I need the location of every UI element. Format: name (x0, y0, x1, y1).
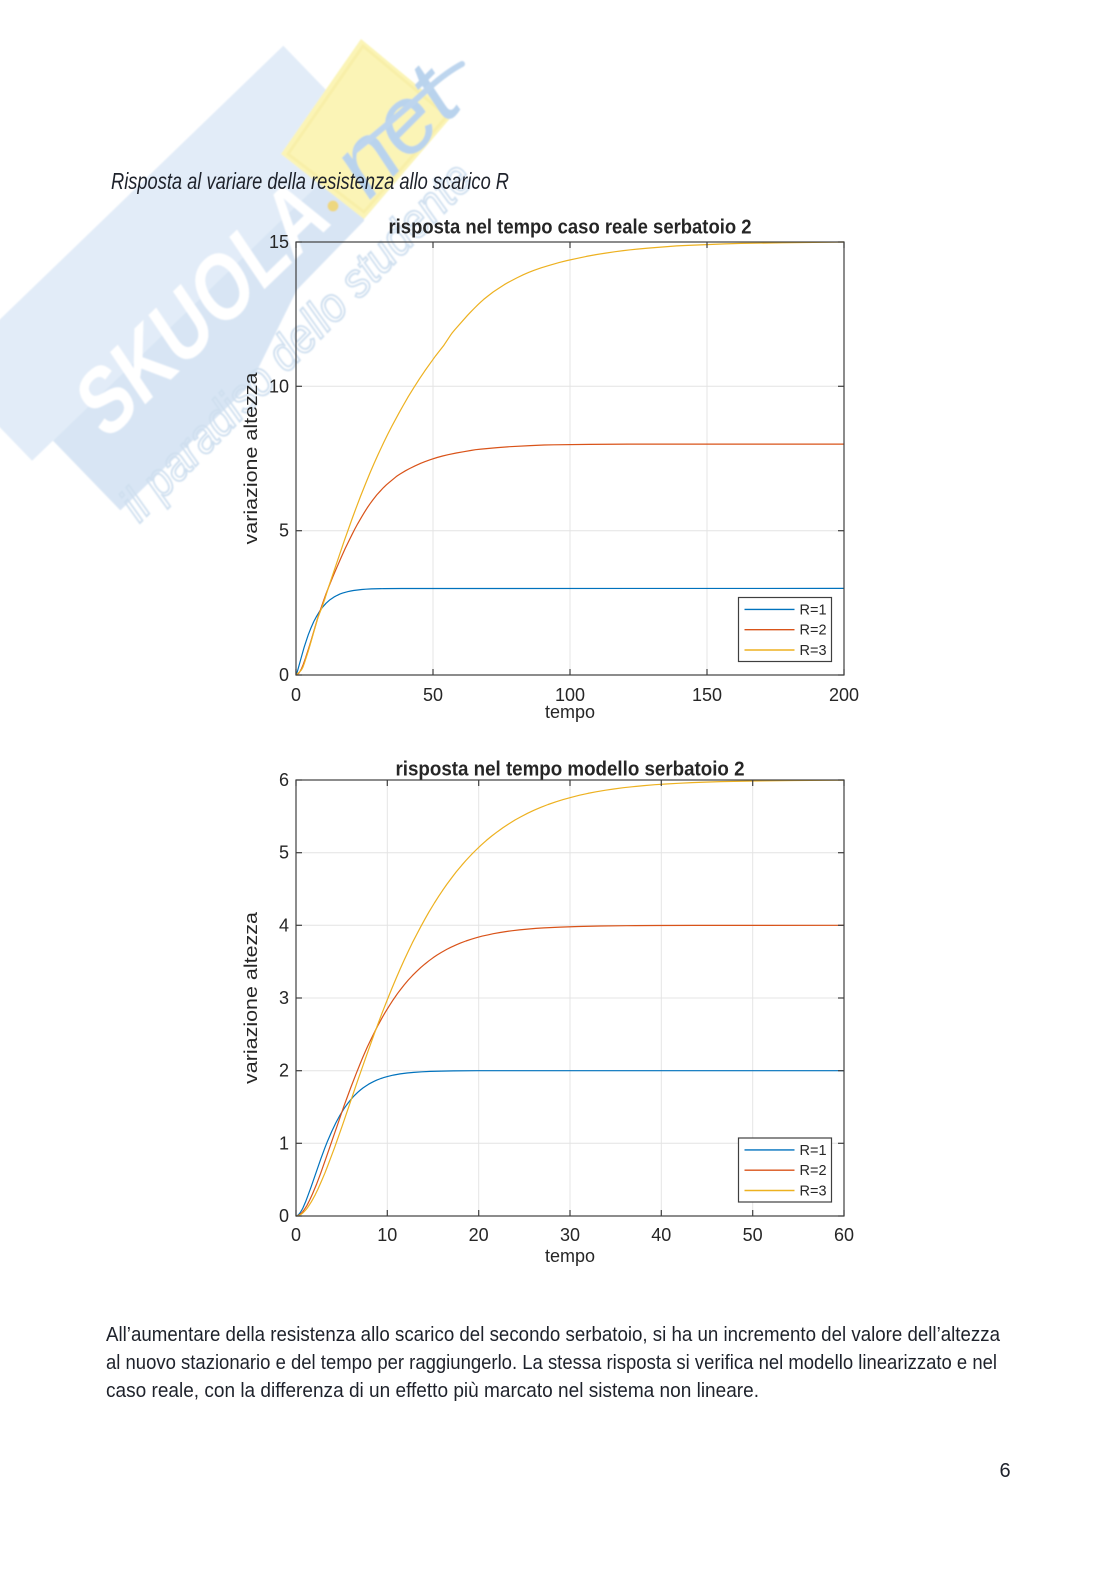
svg-text:risposta nel tempo modello ser: risposta nel tempo modello serbatoio 2 (396, 759, 745, 781)
svg-text:R=1: R=1 (800, 602, 827, 618)
svg-text:R=3: R=3 (800, 1184, 827, 1200)
svg-text:All’aumentare della resistenza: All’aumentare della resistenza allo scar… (106, 1323, 1001, 1346)
svg-text:20: 20 (469, 1225, 489, 1245)
svg-text:1: 1 (279, 1133, 289, 1153)
svg-text:30: 30 (560, 1225, 580, 1245)
svg-text:0: 0 (279, 665, 289, 685)
svg-text:150: 150 (692, 685, 722, 705)
svg-text:Risposta al variare della resi: Risposta al variare della resistenza all… (111, 168, 509, 194)
svg-text:variazione altezza: variazione altezza (241, 371, 261, 544)
svg-text:100: 100 (555, 685, 585, 705)
svg-text:200: 200 (829, 685, 859, 705)
svg-text:6: 6 (999, 1460, 1010, 1482)
svg-text:R=1: R=1 (800, 1143, 827, 1159)
svg-text:10: 10 (377, 1225, 397, 1245)
svg-text:risposta nel tempo caso reale: risposta nel tempo caso reale serbatoio … (389, 217, 752, 239)
svg-text:2: 2 (279, 1061, 289, 1081)
svg-text:50: 50 (423, 685, 443, 705)
svg-text:0: 0 (291, 1225, 301, 1245)
svg-text:15: 15 (269, 232, 289, 252)
svg-text:tempo: tempo (545, 1246, 595, 1266)
svg-text:0: 0 (291, 685, 301, 705)
svg-text:50: 50 (743, 1225, 763, 1245)
svg-text:R=2: R=2 (800, 623, 827, 639)
svg-text:variazione altezza: variazione altezza (241, 911, 261, 1084)
svg-text:tempo: tempo (545, 702, 595, 722)
svg-text:40: 40 (651, 1225, 671, 1245)
svg-text:6: 6 (279, 770, 289, 790)
svg-text:R=2: R=2 (800, 1163, 827, 1179)
svg-text:0: 0 (279, 1206, 289, 1226)
svg-text:caso reale, con la differenza: caso reale, con la differenza di un effe… (106, 1379, 759, 1402)
svg-text:10: 10 (269, 376, 289, 396)
svg-text:60: 60 (834, 1225, 854, 1245)
svg-text:5: 5 (279, 521, 289, 541)
svg-text:R=3: R=3 (800, 643, 827, 659)
svg-text:al nuovo stazionario e del tem: al nuovo stazionario e del tempo per rag… (106, 1351, 997, 1374)
svg-text:5: 5 (279, 843, 289, 863)
svg-text:4: 4 (279, 915, 289, 935)
svg-text:3: 3 (279, 988, 289, 1008)
